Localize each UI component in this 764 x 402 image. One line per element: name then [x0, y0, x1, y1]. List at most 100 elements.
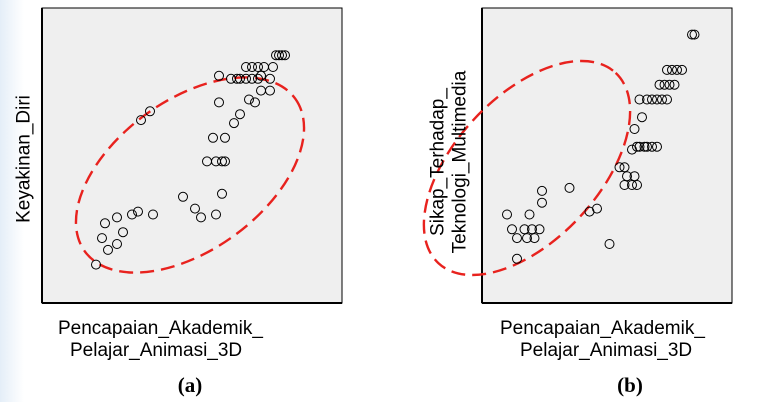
data-point [217, 188, 227, 199]
data-point [247, 73, 257, 84]
data-point [241, 73, 251, 84]
x-axis-label-b-line1: Pencapaian_Akademik_ [500, 318, 705, 339]
data-point [512, 233, 522, 244]
data-point [250, 97, 260, 108]
data-point [214, 70, 224, 81]
data-point [196, 212, 206, 223]
plot-area-b [481, 7, 733, 304]
data-point [534, 224, 545, 235]
data-point [103, 244, 113, 255]
data-point [214, 97, 224, 108]
data-point [190, 203, 200, 214]
data-point [522, 233, 532, 244]
data-point [244, 94, 254, 105]
data-point [235, 109, 245, 120]
data-point [512, 253, 522, 264]
data-point [507, 224, 517, 235]
data-point [247, 62, 257, 72]
data-point [235, 73, 245, 84]
data-point [265, 73, 275, 84]
data-point [647, 94, 657, 105]
data-point [654, 79, 665, 90]
data-point [208, 132, 218, 143]
data-point [274, 50, 284, 61]
data-point [604, 239, 615, 249]
data-point [220, 132, 230, 143]
data-point [91, 259, 101, 270]
data-point [256, 70, 266, 81]
data-point [622, 171, 632, 182]
caption-b: (b) [617, 373, 643, 397]
data-point [133, 206, 143, 217]
x-axis-label-a-line1: Pencapaian_Akademik_ [58, 318, 263, 339]
scatter-plot-b [422, 7, 733, 304]
data-point [664, 79, 675, 90]
data-point [629, 124, 640, 134]
data-point [667, 64, 677, 75]
data-point [632, 141, 642, 152]
data-point [592, 203, 602, 214]
data-point [229, 118, 239, 129]
data-point [634, 94, 645, 105]
data-point [145, 106, 155, 117]
data-point [619, 162, 630, 173]
data-point [97, 233, 107, 244]
data-point [662, 64, 672, 75]
data-point [118, 227, 128, 238]
data-point [642, 94, 652, 105]
data-point [662, 94, 672, 105]
data-point [524, 209, 535, 220]
data-point [614, 162, 625, 173]
y-axis-label-b-line1: Sikap_Terhadap_ [427, 88, 449, 236]
data-point [265, 85, 275, 96]
data-point [277, 50, 287, 61]
highlight-ellipse-b [422, 59, 632, 277]
data-point [537, 197, 547, 208]
data-point [178, 191, 188, 202]
data-point [211, 209, 221, 220]
data-point [672, 64, 682, 75]
data-point [217, 156, 227, 167]
data-point [241, 62, 251, 72]
y-axis-label-b-line2: Teknologi_Multimedia [449, 70, 471, 254]
highlight-ellipse-a [74, 76, 306, 274]
data-point [127, 209, 137, 220]
data-point [537, 185, 547, 196]
data-point [669, 79, 680, 90]
data-point [634, 141, 645, 152]
data-point [637, 112, 647, 123]
data-point [677, 64, 687, 75]
x-axis-label-b-line2: Pelajar_Animasi_3D [520, 340, 693, 361]
data-point [659, 79, 670, 90]
scatter-plot-a [41, 7, 343, 304]
data-point [632, 180, 642, 190]
data-point [253, 73, 263, 84]
data-point [268, 62, 278, 72]
plot-area-a [41, 7, 343, 304]
data-point [112, 239, 122, 249]
data-point [112, 212, 122, 223]
data-point [687, 29, 697, 40]
data-point [100, 218, 110, 229]
data-point [564, 182, 575, 193]
data-point [627, 144, 637, 155]
scatter-panel-a: Keyakinan_Diri Pencapaian_Akademik_ Pela… [0, 0, 380, 402]
scatter-panel-b: Sikap_Terhadap_ Teknologi_Multimedia Pen… [420, 0, 764, 402]
data-point [253, 62, 263, 72]
data-point [642, 141, 652, 152]
data-point [220, 156, 230, 167]
x-axis-label-a-line2: Pelajar_Animasi_3D [70, 340, 243, 361]
data-point [502, 209, 512, 220]
data-point [652, 94, 662, 105]
data-point [280, 50, 290, 61]
data-point [639, 141, 650, 152]
data-point [689, 29, 700, 40]
data-point [148, 209, 158, 220]
data-point [652, 141, 662, 152]
caption-a: (a) [177, 373, 203, 397]
data-point [647, 141, 657, 152]
data-point [529, 233, 540, 244]
y-axis-label-a: Keyakinan_Diri [13, 95, 35, 223]
data-point [136, 115, 146, 126]
data-point [657, 94, 667, 105]
